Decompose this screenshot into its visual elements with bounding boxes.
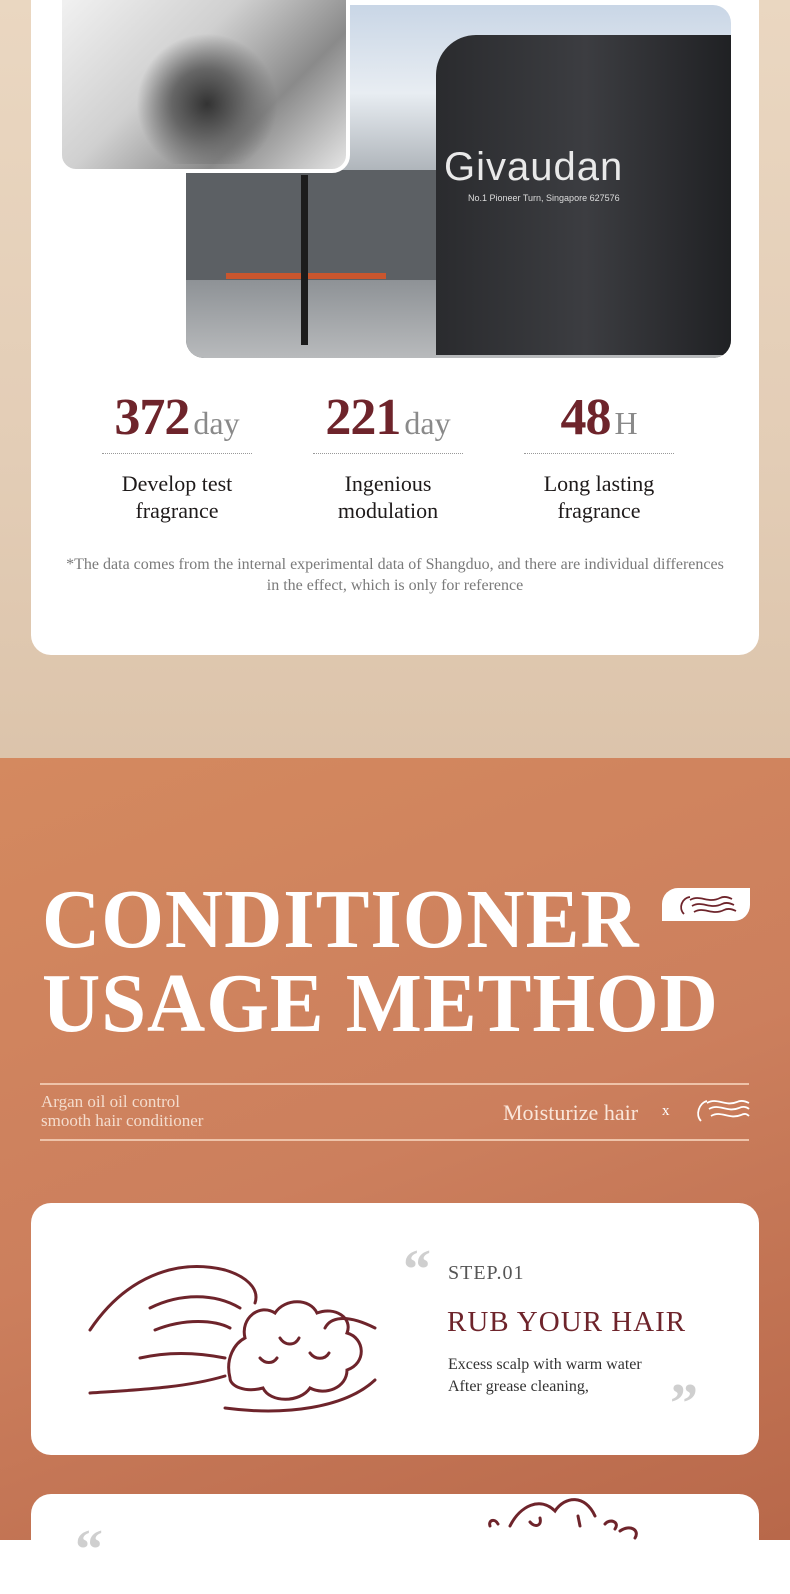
stat-unit: day (404, 405, 451, 441)
open-quote-icon: “ (403, 1239, 431, 1301)
divider (524, 453, 674, 454)
top-section: Givaudan No.1 Pioneer Turn, Singapore 62… (0, 0, 790, 758)
stat-lasting: 48 H Long lasting fragrance (524, 388, 674, 524)
stat-develop: 372 day Develop test fragrance (102, 388, 252, 524)
stat-unit: day (193, 405, 240, 441)
building-photo: Givaudan No.1 Pioneer Turn, Singapore 62… (186, 5, 731, 358)
desc-line: Excess scalp with warm water (448, 1356, 642, 1373)
disclaimer-note: *The data comes from the internal experi… (66, 556, 724, 594)
building-sign-address: No.1 Pioneer Turn, Singapore 627576 (468, 193, 620, 203)
stat-value: 221 (325, 389, 401, 446)
open-quote-icon: “ (75, 1519, 103, 1581)
stat-value: 48 (560, 389, 611, 446)
step-card-1 (31, 1203, 759, 1455)
plant-photo (58, 0, 350, 173)
step-number: STEP.01 (448, 1262, 525, 1284)
divider (313, 453, 463, 454)
product-line: Argan oil oil control (41, 1092, 180, 1111)
step-heading: RUB YOUR HAIR (447, 1306, 687, 1338)
stat-label: Long lasting (543, 471, 655, 496)
hair-wave-icon (680, 896, 737, 915)
section-title-line1: CONDITIONER (42, 873, 640, 966)
building-sign: Givaudan (444, 145, 624, 189)
section-title-line2: USAGE METHOD (42, 957, 719, 1050)
stat-modulation: 221 day Ingenious modulation (313, 388, 463, 524)
stat-label: fragrance (557, 498, 641, 523)
hair-wave-icon (697, 1100, 750, 1122)
stat-label: Ingenious (344, 471, 432, 496)
hair-badge (662, 888, 750, 921)
desc-line: After grease cleaning, (448, 1378, 589, 1395)
stat-value: 372 (114, 389, 190, 446)
hands-lather-illustration (88, 1265, 377, 1413)
separator-x: x (662, 1103, 670, 1119)
step-description: Excess scalp with warm water After greas… (448, 1354, 642, 1398)
product-name: Argan oil oil control smooth hair condit… (41, 1092, 203, 1130)
divider-bottom (40, 1139, 749, 1141)
product-line: smooth hair conditioner (41, 1111, 204, 1130)
stat-label: modulation (337, 498, 439, 523)
divider (102, 453, 252, 454)
stat-label: fragrance (135, 498, 219, 523)
stat-unit: H (614, 405, 638, 441)
divider-top (40, 1083, 749, 1085)
benefit-label: Moisturize hair (503, 1100, 639, 1125)
stat-label: Develop test (121, 471, 233, 496)
hair-wash-illustration (488, 1498, 638, 1540)
close-quote-icon: ” (670, 1373, 698, 1435)
